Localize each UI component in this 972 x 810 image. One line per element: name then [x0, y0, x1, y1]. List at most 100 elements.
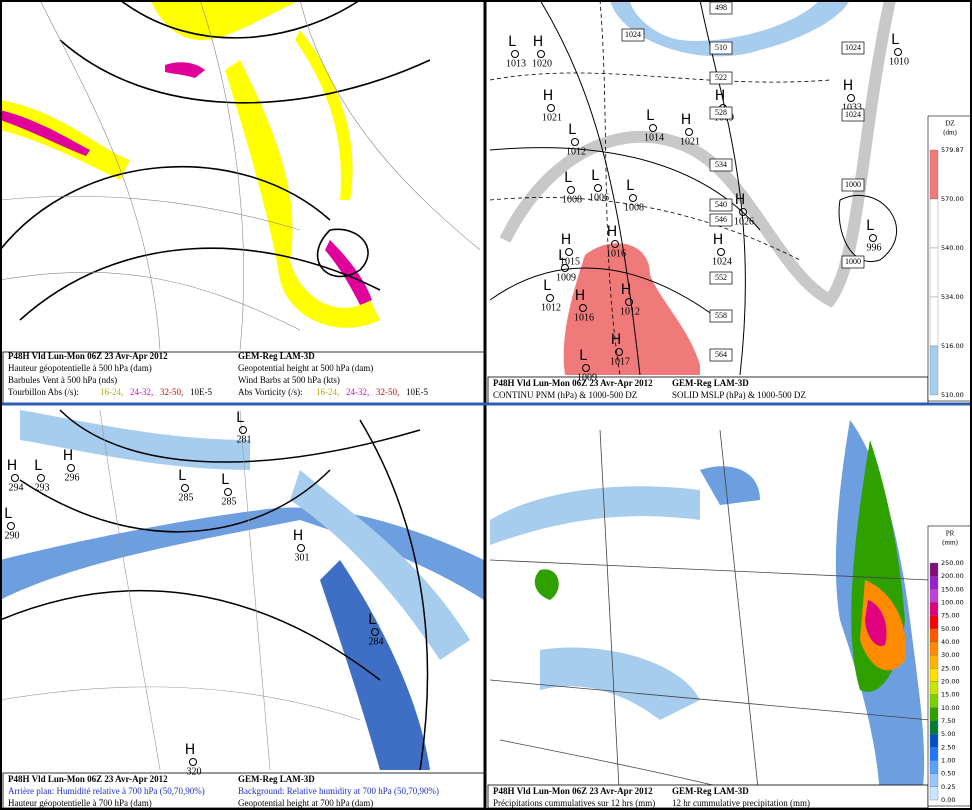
center-marker	[717, 248, 725, 256]
center-marker	[11, 474, 19, 482]
thickness-box	[709, 198, 733, 212]
center-symbol: H	[713, 232, 724, 248]
colorbar-unit: (mm)	[942, 539, 958, 547]
center-marker	[894, 48, 902, 56]
legend-range: 16-24,	[316, 387, 339, 397]
colorbar-unit: (dm)	[943, 129, 957, 137]
colorbar-swatch	[929, 602, 939, 616]
caption-text: CONTINU PNM (hPa) & 1000-500 DZ	[493, 390, 637, 400]
caption-text: P48H Vld Lun-Mon 06Z 23 Avr-Apr 2012	[493, 378, 653, 388]
thickness-box	[709, 106, 733, 120]
colorbar-swatch	[929, 694, 939, 708]
center-marker	[189, 758, 197, 766]
center-value: 1013	[506, 58, 526, 69]
caption-box	[2, 351, 486, 404]
legend-range: 24-32,	[346, 387, 369, 397]
thickness-box	[709, 309, 733, 323]
colorbar-tick: 100.00	[941, 599, 964, 607]
center-value: 281	[237, 434, 252, 445]
colorbar-tick: 2.50	[941, 743, 955, 751]
center-marker	[181, 484, 189, 492]
colorbar-swatch	[929, 786, 939, 801]
thickness-label: 564	[715, 350, 727, 359]
legend-unit: 10E-5	[190, 387, 212, 397]
center-marker	[371, 628, 379, 636]
center-symbol: L	[368, 612, 376, 628]
center-value: 1009	[556, 272, 576, 283]
center-symbol: H	[681, 112, 692, 128]
center-symbol: L	[4, 506, 12, 522]
center-symbol: H	[575, 288, 586, 304]
thickness-box	[709, 71, 733, 85]
colorbar-swatch	[929, 198, 939, 249]
colorbar-swatch	[929, 720, 939, 735]
caption-text: Hauteur géopotentielle à 700 hPa (dam)	[8, 798, 152, 808]
center-marker	[869, 234, 877, 242]
colorbar-tick: 10.00	[941, 704, 960, 712]
center-symbol: L	[591, 168, 599, 184]
center-value: 1024	[712, 256, 732, 267]
colorbar-swatch	[929, 296, 939, 347]
caption-text: Barbules Vent à 500 hPa (nds)	[8, 375, 117, 385]
center-value: 293	[35, 482, 50, 493]
colorbar-swatch	[929, 149, 939, 200]
colorbar-title: DZ	[945, 120, 954, 128]
center-marker	[847, 94, 855, 102]
colorbar-swatch	[929, 628, 939, 643]
center-value: 285	[179, 492, 194, 503]
legend-range: 32-50,	[376, 387, 399, 397]
colorbar-swatch	[929, 576, 939, 590]
thickness-box	[841, 255, 865, 269]
legend-label: Abs Vorticity (/s):	[238, 387, 303, 397]
center-value: 296	[65, 472, 80, 483]
thickness-label: 1024	[625, 30, 641, 39]
center-value: 1014	[644, 132, 664, 143]
legend-label: Tourbillon Abs (/s):	[8, 387, 79, 397]
center-value: 294	[9, 482, 24, 493]
thickness-label: 528	[715, 108, 727, 117]
colorbar-tick: 0.25	[941, 783, 955, 791]
center-value: 284	[369, 636, 384, 647]
colorbar-tick: 50.00	[941, 625, 960, 633]
caption-text: GEM-Reg LAM-3D	[672, 786, 749, 796]
center-symbol: H	[843, 78, 854, 94]
colorbar-swatch	[929, 345, 939, 396]
center-marker	[615, 348, 623, 356]
colorbar-tick: 5.00	[941, 730, 955, 738]
center-value: 1008	[624, 202, 644, 213]
panel-700hpa	[0, 409, 484, 771]
thickness-label: 522	[715, 73, 727, 82]
center-value: 1033	[842, 102, 862, 113]
center-value: 285	[222, 496, 237, 507]
panel-500hpa	[0, 0, 481, 351]
colorbar-tick: 579.87	[941, 146, 964, 154]
center-symbol: L	[34, 458, 42, 474]
center-symbol: L	[558, 248, 566, 264]
center-value: 1010	[889, 56, 909, 67]
colorbar-swatch	[929, 760, 939, 774]
colorbar-tick: 510.00	[941, 391, 964, 399]
center-marker	[547, 104, 555, 112]
colorbar-tick: 75.00	[941, 612, 960, 620]
center-value: 1026	[734, 216, 754, 227]
center-symbol: L	[891, 32, 899, 48]
center-marker	[537, 50, 545, 58]
center-symbol: H	[63, 448, 74, 464]
caption-text: SOLID MSLP (hPa) & 1000-500 DZ	[672, 390, 806, 400]
thickness-label: 534	[715, 160, 727, 169]
caption-text: Geopotential height at 500 hPa (dam)	[238, 363, 373, 373]
center-marker	[629, 194, 637, 202]
center-marker	[7, 522, 15, 530]
center-marker	[37, 474, 45, 482]
thickness-label: 558	[715, 311, 727, 320]
thickness-label: 1024	[845, 110, 861, 119]
thickness-label: 498	[715, 3, 727, 12]
center-symbol: H	[185, 742, 196, 758]
center-value: 1008	[562, 194, 582, 205]
center-symbol: H	[607, 224, 618, 240]
colorbar-swatch	[929, 641, 939, 656]
colorbar-swatch	[929, 773, 939, 787]
colorbar-swatch	[929, 615, 939, 629]
